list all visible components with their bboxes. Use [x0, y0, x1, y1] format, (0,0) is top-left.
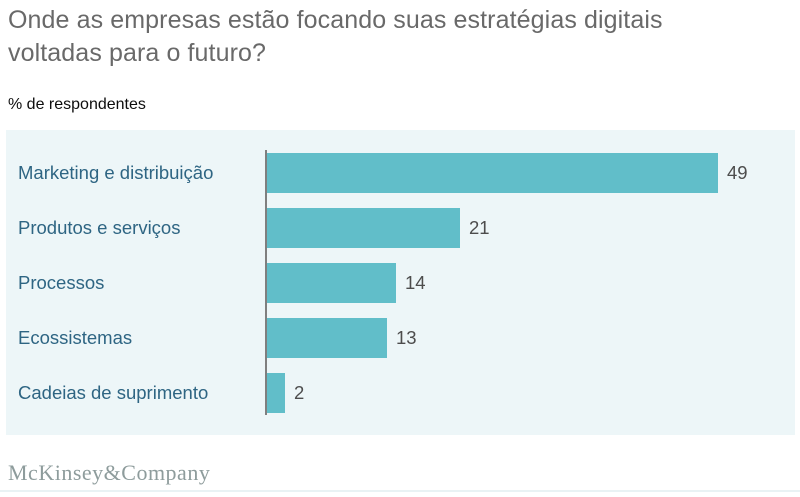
- bar-track: 21: [265, 207, 795, 248]
- chart-row: Processos 14: [6, 255, 795, 310]
- chart-row: Cadeias de suprimento 2: [6, 365, 795, 420]
- bar-track: 13: [265, 317, 795, 358]
- bar: [267, 262, 396, 303]
- bar-track: 14: [265, 262, 795, 303]
- bar: [267, 207, 460, 248]
- y-axis-line: [265, 150, 267, 415]
- chart-title: Onde as empresas estão focando suas estr…: [8, 6, 663, 67]
- value-label: 13: [396, 326, 417, 348]
- value-label: 49: [727, 161, 748, 183]
- footer: McKinsey&Company: [8, 460, 800, 486]
- category-label: Cadeias de suprimento: [18, 381, 209, 403]
- value-label: 2: [294, 381, 305, 403]
- category-label: Marketing e distribuição: [18, 161, 214, 183]
- category-label: Ecossistemas: [18, 326, 133, 348]
- chart-row: Marketing e distribuição 49: [6, 145, 795, 200]
- bar: [267, 372, 285, 413]
- chart-row: Ecossistemas 13: [6, 310, 795, 365]
- chart-panel: Marketing e distribuição 49 Produtos e ser…: [6, 130, 795, 435]
- chart-subtitle: % de respondentes: [8, 96, 146, 113]
- mckinsey-logo: McKinsey&Company: [8, 460, 211, 485]
- value-label: 21: [469, 216, 490, 238]
- category-label: Produtos e serviços: [18, 216, 181, 238]
- bar: [267, 317, 387, 358]
- bar: [267, 152, 718, 193]
- bar-chart: Marketing e distribuição 49 Produtos e ser…: [6, 145, 795, 420]
- value-label: 14: [405, 271, 426, 293]
- bottom-divider: [0, 490, 800, 492]
- category-label: Processos: [18, 271, 105, 293]
- bar-track: 49: [265, 152, 795, 193]
- chart-row: Produtos e serviços 21: [6, 200, 795, 255]
- bar-track: 2: [265, 372, 795, 413]
